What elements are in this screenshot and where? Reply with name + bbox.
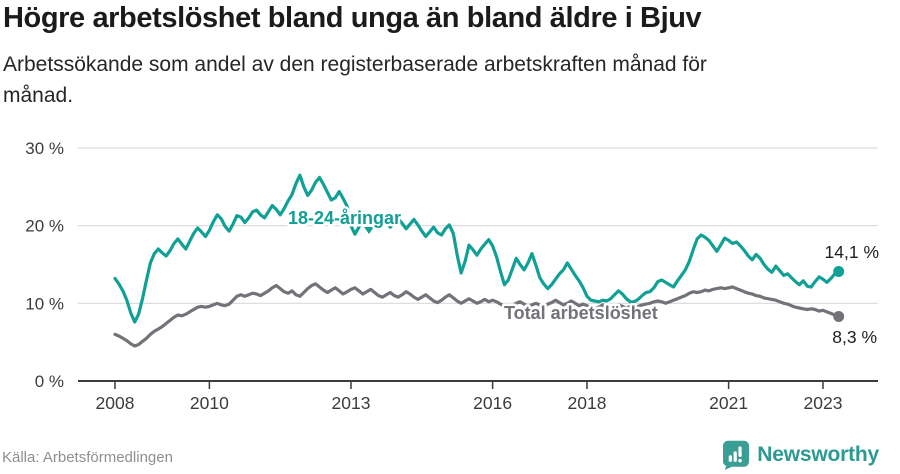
page-title: Högre arbetslöshet bland unga än bland ä… [3,2,702,34]
x-tick-label: 2021 [709,393,748,413]
x-tick-label: 2010 [190,393,229,413]
series-end-dot [833,266,845,277]
header: Högre arbetslöshet bland unga än bland ä… [0,0,900,111]
y-tick-label: 0 % [35,372,64,391]
x-tick-label: 2016 [473,393,512,413]
y-tick-label: 20 % [25,217,64,236]
brand-link[interactable]: Newsworthy [722,440,879,470]
x-tick-label: 2008 [96,393,135,413]
series-label: Total arbetslöshet [504,303,658,323]
newsworthy-logo-icon [723,440,750,470]
x-tick-label: 2023 [804,393,843,413]
source-text: Källa: Arbetsförmedlingen [2,449,173,466]
series-end-dot [833,311,845,322]
brand-name: Newsworthy [757,443,879,466]
series-line [113,173,841,324]
footer: Källa: Arbetsförmedlingen Newsworthy [0,438,900,474]
y-tick-label: 10 % [25,294,64,313]
series-label-pointer-icon [364,227,374,234]
page-subtitle: Arbetssökande som andel av den registerb… [3,53,707,108]
series-end-value: 8,3 % [832,327,877,347]
series-end-value: 14,1 % [825,242,879,262]
x-tick-label: 2018 [568,393,607,413]
series-line [113,282,841,348]
x-tick-label: 2013 [332,393,371,413]
y-tick-label: 30 % [25,139,64,158]
series-label: 18-24-åringar [288,208,401,228]
